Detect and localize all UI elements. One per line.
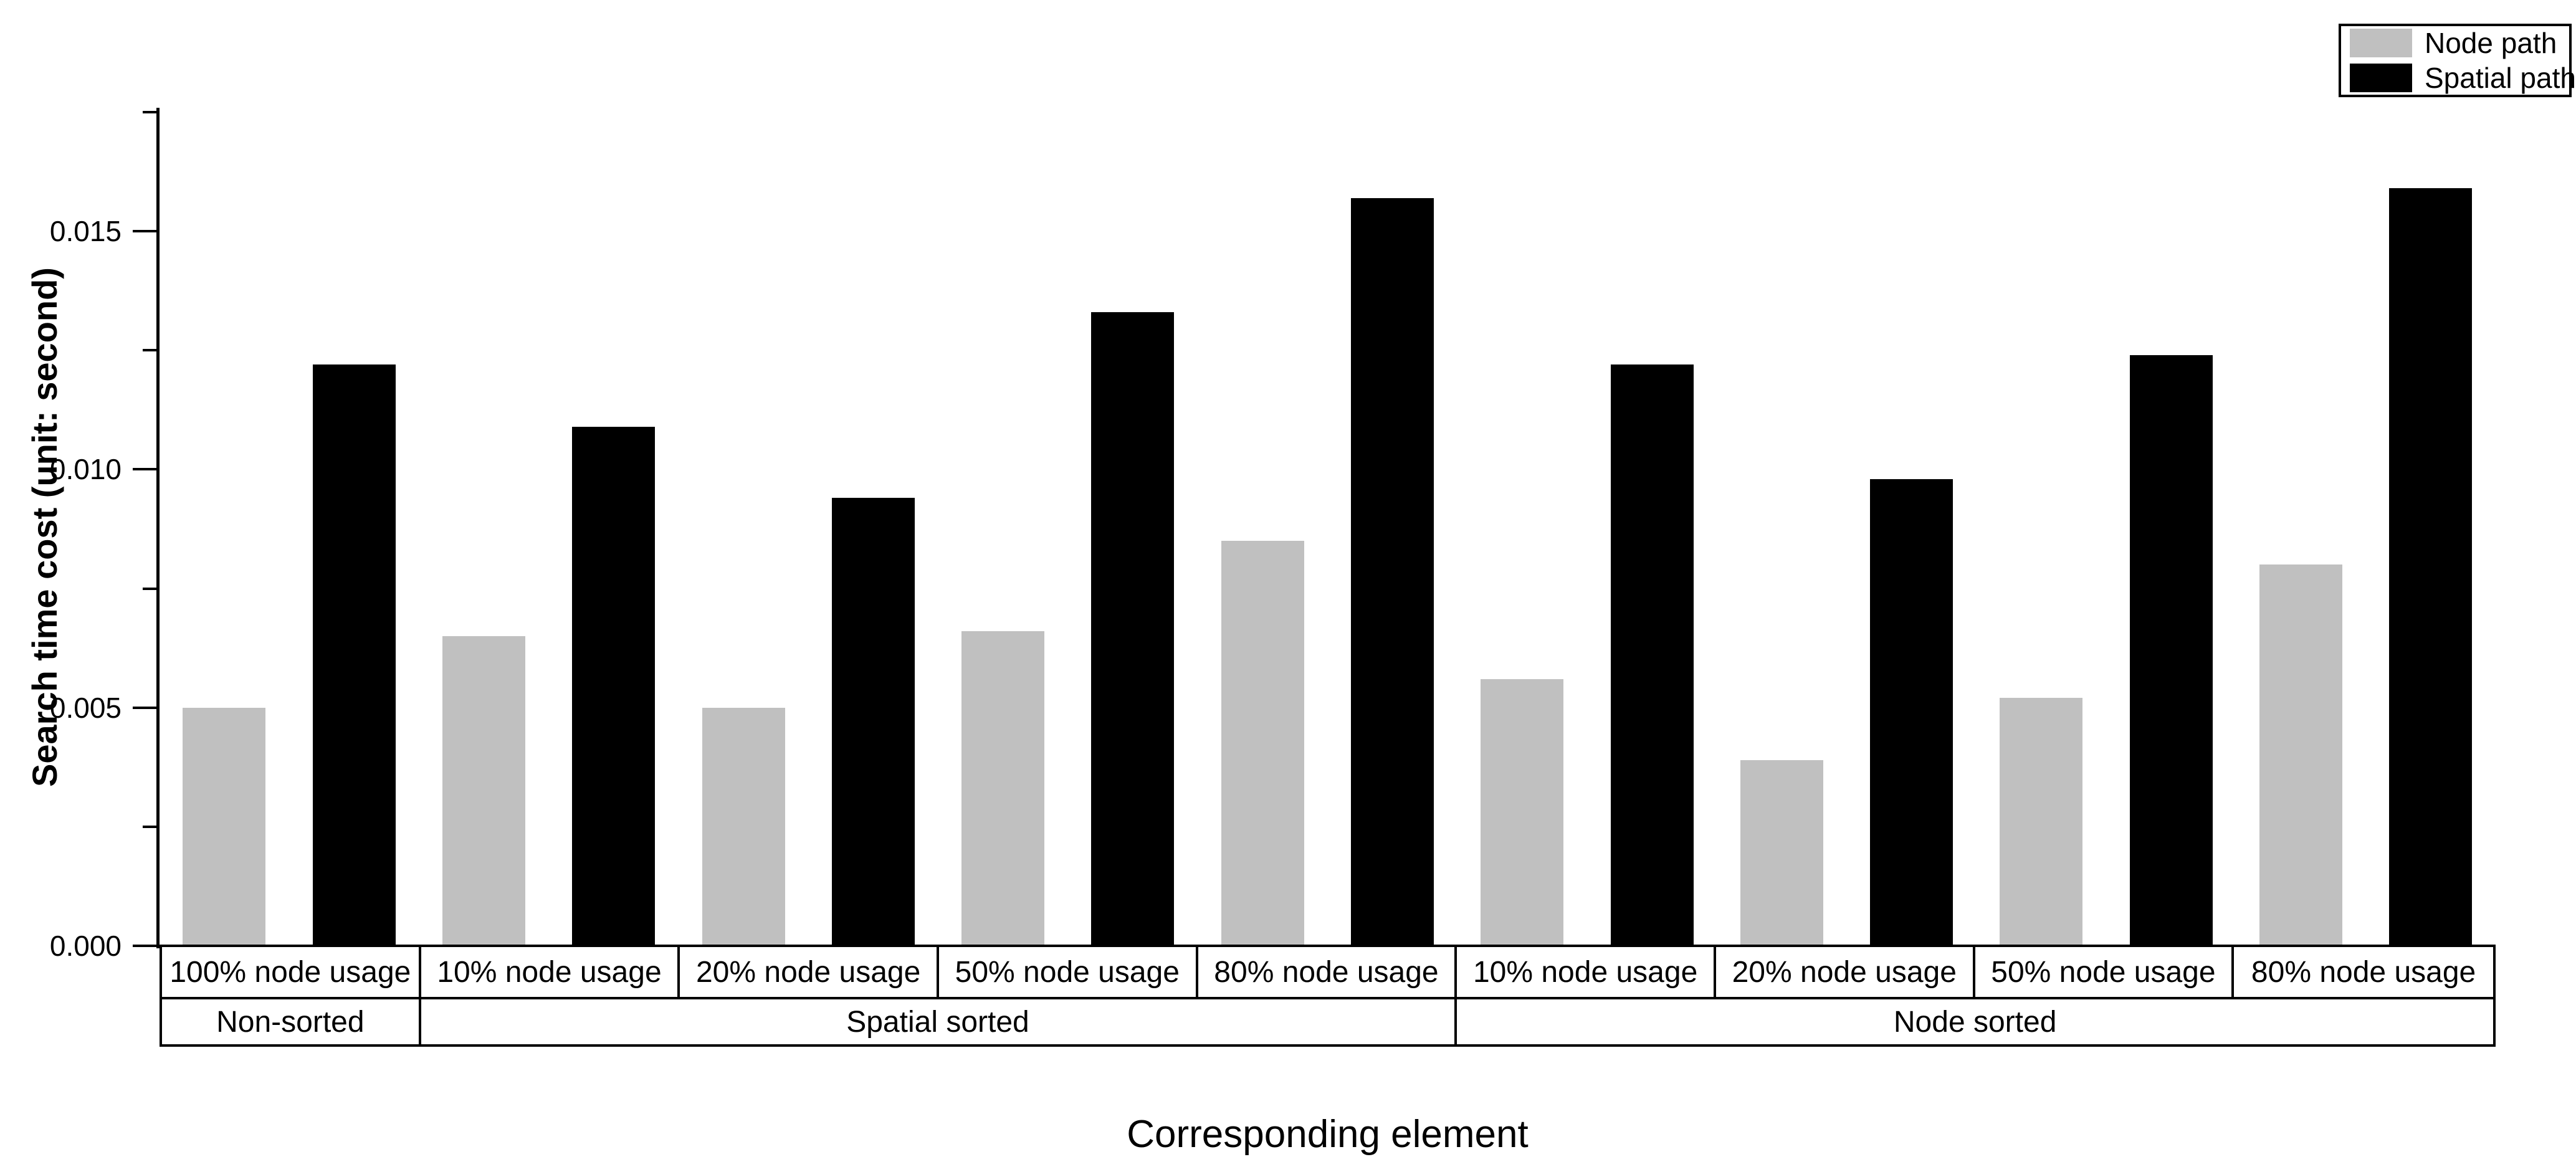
bar-node-path [961,631,1044,946]
y-minor-tick [143,110,156,113]
category-row: 100% node usage 10% node usage 20% node us… [162,947,2493,999]
bar-spatial-path [832,498,915,946]
legend-label: Node path [2425,27,2557,59]
category-cell: 80% node usage [1198,947,1457,999]
bar-node-path [183,708,265,946]
legend-swatch-node-path [2350,29,2412,57]
category-cell: 10% node usage [1457,947,1716,999]
bar-node-path [442,636,525,946]
category-cell: 50% node usage [938,947,1198,999]
legend-item: Spatial path [2350,64,2576,92]
y-major-tick [133,706,156,709]
bar-spatial-path [2389,188,2472,946]
category-cell: 80% node usage [2234,947,2493,999]
bar-spatial-path [572,427,655,946]
category-cell: 50% node usage [1975,947,2235,999]
legend: Node path Spatial path [2339,24,2576,97]
y-minor-tick [143,587,156,590]
category-cell: 10% node usage [421,947,680,999]
group-cell: Node sorted [1893,1005,2057,1039]
bar-spatial-path [1611,364,1694,946]
bar-node-path [2000,698,2082,946]
y-major-tick [133,230,156,233]
y-tick-label: 0.005 [49,691,122,724]
y-axis-line [156,108,160,948]
x-axis-title: Corresponding element [1127,1113,1529,1156]
category-cell: 100% node usage [162,947,421,999]
y-tick-label: 0.010 [49,453,122,486]
category-cell: 20% node usage [1715,947,1975,999]
bar-node-path [1481,679,1563,946]
group-row: Non-sorted Spatial sorted Node sorted [162,999,2493,1044]
bar-node-path [702,708,785,946]
category-cell: 20% node usage [680,947,939,999]
legend-label: Spatial path [2425,62,2576,94]
y-major-tick [133,945,156,947]
y-tick-label: 0.015 [49,215,122,248]
category-table: 100% node usage 10% node usage 20% node us… [160,945,2496,1047]
group-cell: Non-sorted [162,999,421,1044]
y-tick-label: 0.000 [49,930,122,962]
bar-node-path [1221,541,1304,946]
y-minor-tick [143,349,156,352]
y-minor-tick [143,825,156,828]
bar-node-path [1740,760,1823,946]
bar-spatial-path [1091,312,1174,946]
bar-node-path [2259,564,2342,946]
group-cell: Spatial sorted [421,999,1457,1044]
legend-swatch-spatial-path [2350,64,2412,92]
bar-spatial-path [313,364,396,946]
y-major-tick [133,468,156,471]
legend-item: Node path [2350,29,2560,57]
bar-spatial-path [1351,198,1434,946]
bar-spatial-path [1870,479,1953,946]
bar-spatial-path [2130,355,2213,946]
